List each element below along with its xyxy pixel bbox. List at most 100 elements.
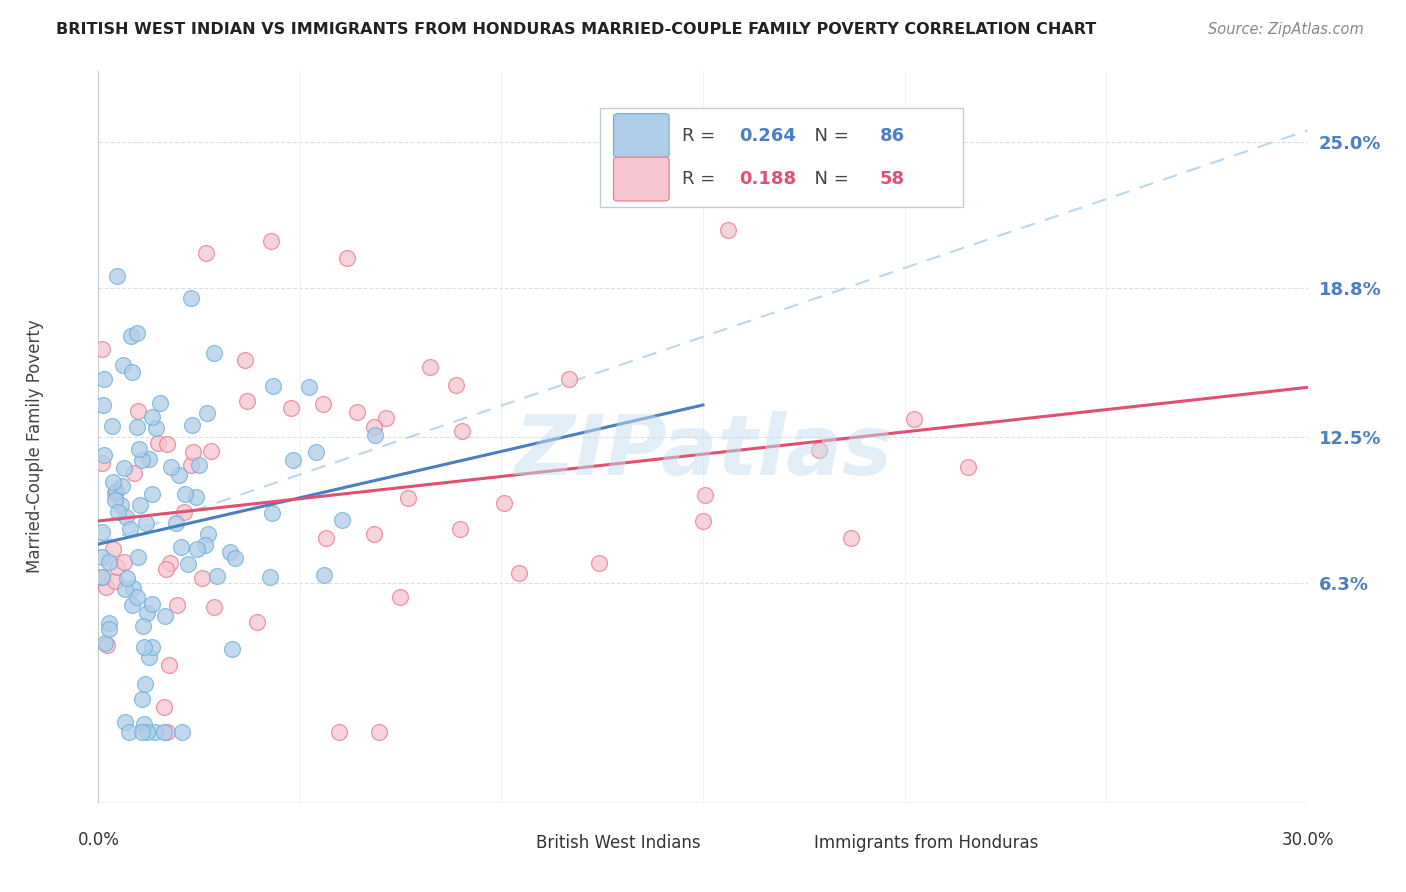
Point bbox=[188, 458, 211, 473]
Point bbox=[149, 395, 172, 409]
Text: 0.188: 0.188 bbox=[740, 170, 796, 188]
Point bbox=[202, 346, 225, 360]
Point bbox=[335, 252, 357, 266]
Point bbox=[194, 538, 217, 552]
Point bbox=[224, 551, 246, 566]
Point bbox=[94, 636, 117, 650]
Point bbox=[314, 568, 336, 582]
Point bbox=[259, 570, 281, 584]
Point bbox=[166, 598, 188, 612]
Point bbox=[315, 531, 337, 545]
Point bbox=[134, 717, 156, 731]
Point bbox=[93, 398, 115, 412]
Point bbox=[93, 448, 115, 462]
Text: Immigrants from Honduras: Immigrants from Honduras bbox=[814, 834, 1039, 852]
Text: 0.264: 0.264 bbox=[740, 127, 796, 145]
Point bbox=[121, 329, 143, 343]
Point bbox=[104, 492, 127, 507]
Text: 86: 86 bbox=[880, 127, 904, 145]
Point bbox=[107, 269, 129, 284]
Text: N =: N = bbox=[803, 127, 855, 145]
Point bbox=[112, 461, 135, 475]
Text: British West Indians: British West Indians bbox=[536, 834, 700, 852]
Point bbox=[131, 453, 153, 467]
Point bbox=[91, 525, 114, 540]
Point bbox=[141, 598, 163, 612]
Point bbox=[97, 616, 120, 631]
Point bbox=[132, 618, 155, 632]
Point bbox=[717, 222, 740, 236]
Point bbox=[181, 444, 204, 458]
Text: Source: ZipAtlas.com: Source: ZipAtlas.com bbox=[1208, 22, 1364, 37]
Point bbox=[903, 412, 925, 426]
Point bbox=[129, 498, 152, 512]
FancyBboxPatch shape bbox=[613, 113, 669, 158]
FancyBboxPatch shape bbox=[482, 826, 527, 860]
Point bbox=[195, 406, 218, 420]
Point bbox=[363, 420, 385, 434]
Point bbox=[96, 580, 118, 594]
Point bbox=[367, 725, 389, 739]
Point bbox=[180, 458, 202, 473]
Point bbox=[186, 491, 208, 505]
Point bbox=[100, 418, 122, 433]
Point bbox=[330, 512, 353, 526]
Point bbox=[170, 725, 193, 739]
Point bbox=[233, 353, 256, 368]
Text: 0.0%: 0.0% bbox=[77, 831, 120, 849]
Point bbox=[262, 379, 284, 393]
Point bbox=[155, 725, 177, 739]
Point bbox=[180, 417, 202, 432]
Point bbox=[121, 365, 143, 379]
FancyBboxPatch shape bbox=[600, 108, 963, 207]
Point bbox=[101, 542, 124, 557]
Text: ZIPatlas: ZIPatlas bbox=[515, 411, 891, 492]
Point bbox=[281, 453, 304, 467]
Point bbox=[841, 531, 863, 545]
Point bbox=[235, 394, 257, 409]
Text: R =: R = bbox=[682, 170, 721, 188]
Point bbox=[492, 496, 515, 510]
Point bbox=[221, 642, 243, 657]
Point bbox=[112, 555, 135, 569]
Point bbox=[118, 725, 141, 739]
Point bbox=[205, 569, 228, 583]
Point bbox=[131, 692, 153, 706]
Point bbox=[134, 516, 156, 531]
Point bbox=[190, 571, 212, 585]
Point bbox=[153, 609, 176, 624]
Text: BRITISH WEST INDIAN VS IMMIGRANTS FROM HONDURAS MARRIED-COUPLE FAMILY POVERTY CO: BRITISH WEST INDIAN VS IMMIGRANTS FROM H… bbox=[56, 22, 1097, 37]
Point bbox=[156, 437, 179, 451]
Point bbox=[280, 401, 302, 416]
Point bbox=[112, 358, 135, 372]
Point bbox=[807, 442, 830, 457]
Point bbox=[138, 649, 160, 664]
Point bbox=[245, 615, 267, 630]
Point bbox=[173, 487, 195, 501]
Point bbox=[143, 725, 166, 739]
Point bbox=[364, 428, 387, 442]
Point bbox=[167, 468, 190, 483]
Point bbox=[111, 479, 134, 493]
Point bbox=[101, 475, 124, 489]
Point bbox=[558, 372, 581, 386]
Point bbox=[128, 442, 150, 457]
Text: N =: N = bbox=[803, 170, 855, 188]
Point bbox=[157, 657, 180, 672]
Point bbox=[374, 411, 396, 425]
Point bbox=[125, 590, 148, 604]
Point bbox=[104, 574, 127, 588]
Point bbox=[153, 700, 176, 714]
Point bbox=[155, 562, 177, 576]
Point bbox=[96, 638, 118, 652]
Point bbox=[114, 509, 136, 524]
Point bbox=[136, 607, 159, 621]
Point bbox=[104, 486, 127, 500]
Point bbox=[588, 556, 610, 570]
Point bbox=[97, 622, 120, 636]
Point bbox=[202, 599, 225, 614]
Point bbox=[132, 640, 155, 655]
Point bbox=[104, 484, 127, 499]
Point bbox=[186, 541, 208, 556]
Point bbox=[107, 505, 129, 519]
